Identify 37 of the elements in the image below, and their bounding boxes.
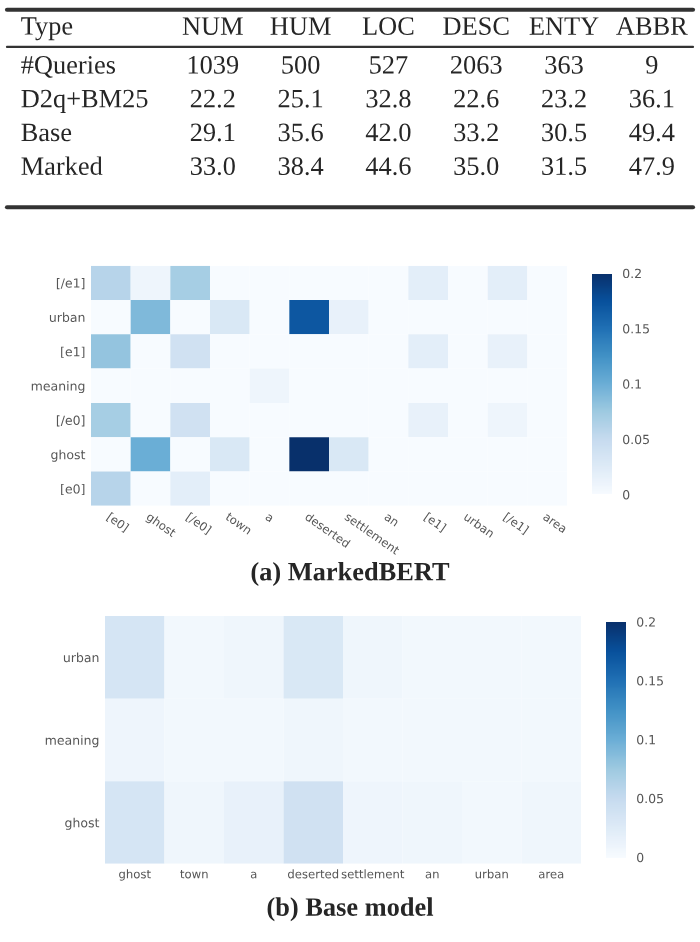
- category-label: D2q+BM25: [21, 89, 148, 113]
- text: 33.2: [454, 123, 498, 142]
- category-label: Marked: [21, 156, 103, 176]
- text: 29.1: [190, 123, 235, 142]
- text: 36.1: [630, 89, 674, 108]
- category-label: NUM: [182, 17, 243, 35]
- text: 500: [282, 55, 320, 74]
- category-label: ABBR: [616, 17, 688, 35]
- text: 35.6: [278, 123, 323, 142]
- text: 363: [545, 56, 583, 74]
- text: 31.5: [542, 157, 587, 176]
- text: 32.8: [366, 89, 411, 108]
- text: 25.1: [278, 89, 323, 108]
- text: 23.2: [542, 89, 586, 108]
- text: 527: [370, 56, 408, 74]
- text: 1039: [188, 55, 239, 74]
- text: 35.0: [454, 157, 499, 176]
- text: Type: [21, 17, 73, 41]
- category-label: #Queries: [21, 56, 116, 78]
- category-label: DESC: [443, 17, 509, 35]
- text: 2063: [450, 55, 502, 74]
- text: 44.6: [365, 157, 411, 176]
- text: 42.0: [365, 123, 411, 142]
- text: 9: [646, 56, 658, 74]
- category-label: HUM: [270, 17, 331, 35]
- text: 47.9: [629, 157, 674, 176]
- category-label: Base: [21, 123, 72, 142]
- text: (b) Base model: [267, 897, 434, 922]
- text: 22.6: [454, 89, 499, 108]
- text: 38.4: [278, 157, 324, 176]
- text: 22.2: [190, 89, 235, 108]
- category-label: LOC: [362, 17, 414, 35]
- category-label: ENTY: [529, 17, 599, 35]
- text: 30.5: [542, 123, 587, 142]
- text: 33.0: [190, 157, 235, 176]
- text: 49.4: [629, 123, 675, 142]
- text: (a) MarkedBERT: [251, 561, 450, 586]
